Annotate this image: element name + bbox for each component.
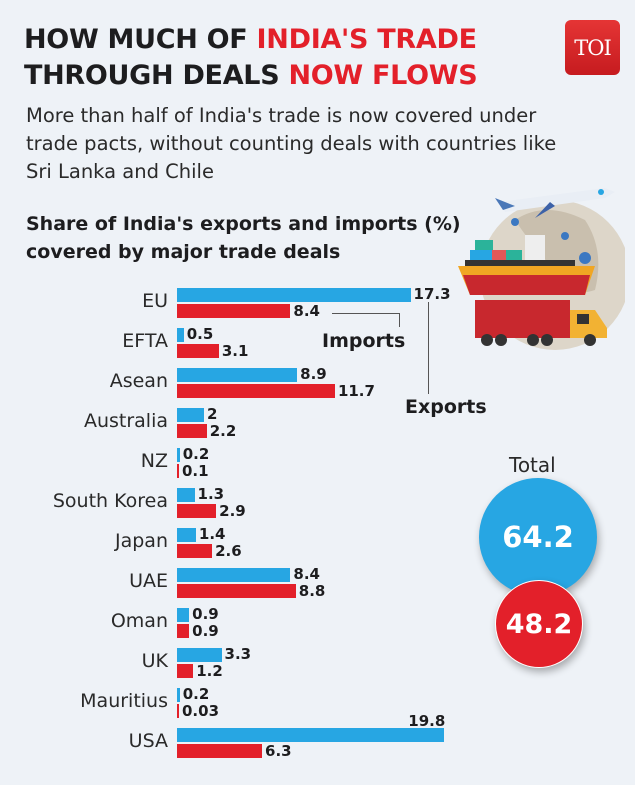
imports-value-label: 0.9 [192, 622, 219, 640]
category-label: USA [128, 730, 168, 752]
imports-bar [177, 504, 217, 518]
imports-bar [177, 704, 179, 718]
total-label: Total [509, 453, 556, 477]
exports-value-label: 0.9 [192, 605, 219, 623]
category-label: Mauritius [80, 690, 168, 712]
bar-chart: EU 17.3 8.4 EFTA 0.5 3.1 Asean 8.9 11.7 Australia… [0, 286, 500, 766]
imports-bar [177, 664, 194, 678]
imports-value-label: 2.9 [219, 502, 246, 520]
chart-row: USA 19.8 6.3 [0, 714, 500, 766]
imports-value-label: 0.1 [182, 462, 209, 480]
exports-bar [177, 448, 180, 462]
total-exports-circle: 64.2 [479, 478, 597, 596]
chart-title: Share of India's exports and imports (%)… [26, 213, 461, 263]
imports-bar [177, 464, 179, 478]
exports-value-label: 1.3 [197, 485, 225, 503]
headline-line1-dark: HOW MUCH OF [24, 24, 257, 55]
chart-row: UAE 8.4 8.8 [0, 566, 500, 606]
exports-value-label: 2 [207, 405, 218, 423]
headline: HOW MUCH OF INDIA'S TRADE THROUGH DEALS … [24, 22, 478, 94]
trade-illustration-icon [458, 188, 625, 350]
imports-value-label: 8.4 [293, 302, 320, 320]
category-label: Asean [109, 370, 168, 392]
exports-bar [177, 688, 180, 702]
exports-value-label: 8.9 [300, 365, 327, 383]
imports-value-label: 2.6 [215, 542, 242, 560]
exports-bar [177, 648, 222, 662]
category-label: Japan [115, 530, 168, 552]
headline-line2-red: NOW FLOWS [288, 60, 478, 91]
exports-value-label: 1.4 [198, 525, 226, 543]
category-label: UAE [129, 570, 168, 592]
imports-value-label: 8.8 [298, 582, 326, 600]
toi-logo: TOI [565, 20, 620, 75]
exports-value-label: 0.5 [186, 325, 214, 343]
imports-bar [177, 344, 219, 358]
imports-leader-line [332, 313, 400, 327]
legend-exports: Exports [405, 396, 487, 418]
category-label: EU [142, 290, 168, 312]
category-label: UK [141, 650, 168, 672]
chart-row: Australia 2 2.2 [0, 406, 500, 446]
exports-bar [177, 608, 190, 622]
imports-value-label: 0.03 [182, 702, 220, 720]
exports-bar [177, 408, 204, 422]
imports-bar [177, 544, 213, 558]
chart-row: South Korea 1.3 2.9 [0, 486, 500, 526]
exports-value-label: 3.3 [224, 645, 252, 663]
exports-bar [177, 288, 411, 302]
exports-leader-line [428, 302, 429, 394]
exports-bar [177, 568, 291, 582]
exports-value-label: 17.3 [413, 285, 451, 303]
chart-row: Mauritius 0.2 0.03 [0, 686, 500, 726]
chart-row: Oman 0.9 0.9 [0, 606, 500, 646]
exports-bar [177, 488, 195, 502]
category-label: Australia [83, 410, 168, 432]
exports-value-label: 0.2 [182, 445, 210, 463]
imports-value-label: 2.2 [209, 422, 237, 440]
total-imports-circle: 48.2 [495, 580, 583, 668]
headline-line2-dark: THROUGH DEALS [24, 60, 289, 91]
imports-bar [177, 584, 296, 598]
imports-bar [177, 424, 207, 438]
chart-row: EFTA 0.5 3.1 [0, 326, 500, 366]
category-label: Oman [110, 610, 168, 632]
category-label: NZ [140, 450, 168, 472]
imports-bar [177, 744, 263, 758]
imports-value-label: 6.3 [265, 742, 292, 760]
exports-bar [177, 528, 196, 542]
imports-bar [177, 624, 190, 638]
exports-bar [177, 328, 184, 342]
exports-value-label: 8.4 [293, 565, 320, 583]
imports-bar [177, 384, 335, 398]
exports-value-label: 0.2 [182, 685, 210, 703]
chart-row: NZ 0.2 0.1 [0, 446, 500, 486]
headline-line1-red: INDIA'S TRADE [256, 24, 477, 55]
dek-text: More than half of India's trade is now c… [26, 104, 557, 183]
category-label: South Korea [52, 490, 168, 512]
exports-bar [177, 368, 298, 382]
exports-bar [177, 728, 445, 742]
exports-value-label: 19.8 [408, 712, 446, 730]
legend-imports: Imports [322, 330, 406, 352]
category-label: EFTA [122, 330, 168, 352]
imports-value-label: 11.7 [337, 382, 375, 400]
chart-row: Asean 8.9 11.7 [0, 366, 500, 406]
imports-value-label: 1.2 [196, 662, 223, 680]
chart-row: UK 3.3 1.2 [0, 646, 500, 686]
imports-value-label: 3.1 [221, 342, 249, 360]
chart-row: Japan 1.4 2.6 [0, 526, 500, 566]
chart-row: EU 17.3 8.4 [0, 286, 500, 326]
imports-bar [177, 304, 291, 318]
